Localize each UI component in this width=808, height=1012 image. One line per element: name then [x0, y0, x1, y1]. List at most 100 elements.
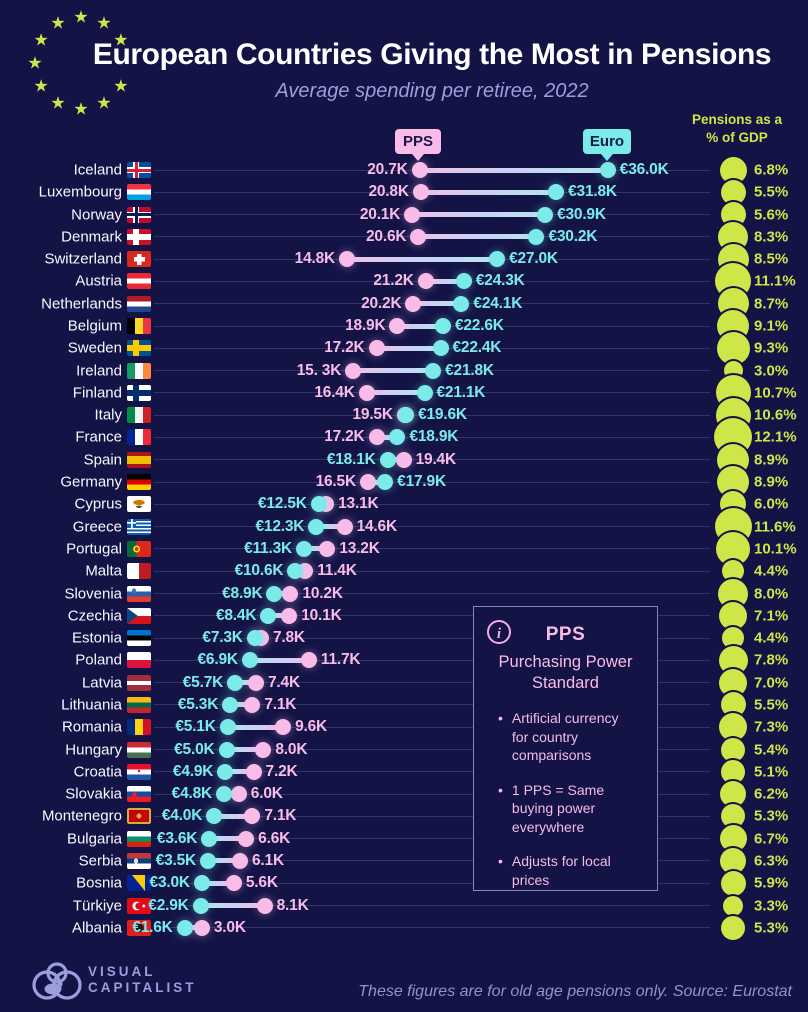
pps-dot — [225, 875, 242, 892]
dumbbell-connector — [425, 278, 464, 284]
star-icon: ★ — [96, 13, 112, 33]
dumbbell-connector — [200, 903, 265, 909]
country-label: Albania — [71, 919, 122, 937]
table-row: Netherlands 20.2K €24.1K 8.7% — [0, 288, 808, 320]
dumbbell-connector — [249, 657, 309, 663]
country-label: Bulgaria — [66, 830, 122, 848]
flag-sweden — [127, 340, 151, 357]
country-label: Switzerland — [44, 250, 122, 268]
row-gridline — [154, 436, 710, 438]
pps-value-label: 16.4K — [314, 383, 355, 401]
pps-dot — [411, 162, 428, 178]
row-gridline — [154, 771, 710, 773]
pps-value-label: 14.8K — [294, 250, 336, 268]
euro-dot — [206, 808, 223, 825]
pps-value-label: 20.2K — [361, 294, 402, 312]
row-gridline — [154, 905, 710, 907]
gdp-value-label: 7.1% — [754, 607, 789, 625]
dumbbell-connector — [353, 368, 434, 374]
pps-value-label: 21.2K — [373, 272, 414, 290]
gdp-circle — [721, 759, 745, 784]
euro-value-label: €4.9K — [172, 762, 214, 780]
pps-value-label: 10.2K — [302, 584, 343, 602]
gdp-header-line: % of GDP — [706, 130, 768, 146]
table-row: Luxembourg 20.8K €31.8K 5.5% — [0, 179, 808, 205]
gdp-value-label: 8.9% — [754, 473, 789, 491]
pps-dot — [282, 585, 299, 602]
source-note: These figures are for old age pensions o… — [358, 983, 792, 1000]
euro-value-label: €4.0K — [161, 807, 203, 825]
euro-dot — [176, 919, 193, 936]
pps-dot — [193, 919, 210, 936]
gdp-value-label: 8.7% — [754, 295, 789, 313]
euro-dot — [434, 318, 451, 335]
pps-dot — [395, 451, 412, 468]
euro-value-label: €12.5K — [257, 495, 307, 513]
table-row: Bulgaria €3.6K 6.6K 6.7% — [0, 825, 808, 853]
table-row: Romania €5.1K 9.6K 7.3% — [0, 713, 808, 742]
infobox-subtitle: Purchasing Power Standard — [498, 653, 633, 692]
gdp-circle — [721, 804, 745, 829]
euro-dot — [453, 295, 470, 312]
gdp-value-label: 7.0% — [754, 674, 789, 692]
dumbbell-connector — [201, 880, 234, 886]
dumbbell-connector — [235, 680, 257, 686]
flag-spain — [127, 451, 151, 468]
pps-value-label: 16.5K — [315, 473, 357, 491]
eu-stars-logo: ★ ★ ★ ★ ★ ★ ★ ★ ★ ★ ★ — [0, 0, 170, 130]
pps-dot — [244, 696, 261, 713]
country-label: Spain — [83, 451, 122, 469]
dumbbell-connector — [225, 769, 254, 775]
euro-value-label: €5.3K — [177, 695, 219, 713]
flag-slovakia — [127, 786, 151, 803]
euro-value-label: €24.3K — [475, 272, 525, 290]
pps-value-label: 10.1K — [301, 606, 342, 624]
row-gridline — [154, 548, 710, 550]
country-label: Romania — [61, 718, 122, 736]
gdp-value-label: 6.0% — [754, 495, 789, 513]
dumbbell-connector — [214, 813, 253, 819]
pps-dot — [417, 273, 434, 290]
table-row: Ireland 15. 3K €21.8K 3.0% — [0, 360, 808, 382]
gdp-value-label: 5.1% — [754, 763, 789, 781]
gdp-header-line: Pensions as a — [691, 112, 783, 127]
pps-value-label: 7.1K — [264, 695, 297, 713]
euro-dot — [432, 340, 449, 357]
bullet-icon: • — [498, 710, 503, 727]
country-label: Italy — [94, 406, 122, 424]
pps-value-label: 11.7K — [320, 651, 361, 669]
country-label: Austria — [75, 272, 122, 290]
gdp-value-label: 6.2% — [754, 785, 789, 803]
country-label: Türkiye — [72, 897, 122, 915]
pps-dot — [300, 652, 317, 669]
table-row: Estonia €7.3K 7.8K 4.4% — [0, 627, 808, 650]
row-gridline — [154, 927, 710, 929]
table-row: Germany 16.5K €17.9K 8.9% — [0, 466, 808, 499]
gdp-circle — [720, 781, 746, 808]
pps-value-label: 20.1K — [359, 205, 401, 223]
euro-value-label: €19.6K — [418, 406, 467, 424]
gdp-value-label: 5.6% — [754, 206, 789, 224]
row-gridline — [154, 659, 710, 661]
table-row: Spain €18.1K 19.4K 8.9% — [0, 443, 808, 476]
euro-value-label: €6.9K — [197, 651, 239, 669]
gdp-value-label: 5.3% — [754, 919, 789, 937]
flag-portugal — [127, 540, 151, 557]
gdp-value-label: 10.7% — [754, 384, 797, 402]
euro-dot — [192, 897, 209, 914]
pps-dot — [238, 830, 255, 847]
table-row: Belgium 18.9K €22.6K 9.1% — [0, 310, 808, 343]
euro-dot — [287, 563, 304, 580]
euro-value-label: €31.8K — [568, 183, 617, 201]
euro-dot — [379, 451, 396, 468]
euro-value-label: €30.9K — [557, 205, 606, 223]
star-icon: ★ — [96, 93, 112, 113]
table-row: Greece €12.3K 14.6K 11.6% — [0, 508, 808, 546]
pps-value-label: 7.8K — [272, 629, 305, 647]
pps-dot — [404, 206, 421, 223]
euro-value-label: €22.6K — [454, 317, 504, 335]
gdp-circle — [721, 737, 745, 762]
brand-name: VISUAL CAPITALIST — [88, 964, 197, 996]
euro-value-label: €30.2K — [548, 227, 598, 245]
